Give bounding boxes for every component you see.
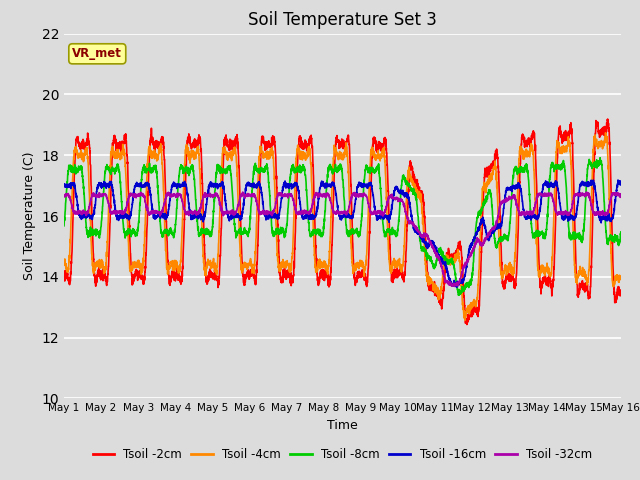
Tsoil -16cm: [453, 285, 461, 290]
Tsoil -16cm: [95, 180, 103, 186]
Tsoil -8cm: [596, 155, 604, 161]
Tsoil -8cm: [445, 261, 452, 266]
Tsoil -32cm: [239, 189, 246, 195]
Tsoil -8cm: [617, 229, 625, 235]
Tsoil -8cm: [454, 292, 462, 298]
Tsoil -2cm: [127, 264, 135, 270]
Tsoil -32cm: [60, 194, 68, 200]
Tsoil -16cm: [60, 182, 68, 188]
Tsoil -4cm: [233, 173, 241, 179]
Title: Soil Temperature Set 3: Soil Temperature Set 3: [248, 11, 437, 29]
Tsoil -32cm: [126, 191, 134, 196]
Tsoil -8cm: [126, 229, 134, 235]
Text: VR_met: VR_met: [72, 48, 122, 60]
Tsoil -32cm: [451, 283, 458, 289]
Tsoil -2cm: [490, 161, 498, 167]
Tsoil -2cm: [60, 269, 68, 275]
Line: Tsoil -2cm: Tsoil -2cm: [64, 119, 621, 324]
Tsoil -32cm: [127, 193, 135, 199]
Tsoil -16cm: [614, 177, 622, 183]
Tsoil -16cm: [233, 213, 241, 219]
Tsoil -8cm: [127, 228, 135, 234]
Tsoil -8cm: [233, 232, 241, 238]
Tsoil -4cm: [445, 255, 452, 261]
X-axis label: Time: Time: [327, 419, 358, 432]
Line: Tsoil -16cm: Tsoil -16cm: [64, 180, 621, 288]
Tsoil -4cm: [60, 262, 68, 267]
Line: Tsoil -4cm: Tsoil -4cm: [64, 133, 621, 320]
Tsoil -4cm: [602, 130, 609, 136]
Line: Tsoil -8cm: Tsoil -8cm: [64, 158, 621, 295]
Tsoil -2cm: [95, 271, 103, 277]
Tsoil -16cm: [490, 227, 498, 232]
Tsoil -4cm: [617, 274, 625, 279]
Tsoil -2cm: [617, 291, 625, 297]
Tsoil -2cm: [126, 246, 134, 252]
Tsoil -4cm: [490, 164, 498, 170]
Tsoil -2cm: [233, 132, 241, 137]
Tsoil -16cm: [127, 209, 135, 215]
Tsoil -32cm: [445, 280, 452, 286]
Tsoil -16cm: [445, 276, 452, 281]
Tsoil -4cm: [461, 317, 469, 323]
Tsoil -32cm: [617, 192, 625, 197]
Line: Tsoil -32cm: Tsoil -32cm: [64, 192, 621, 286]
Tsoil -16cm: [126, 214, 134, 219]
Tsoil -4cm: [95, 259, 103, 265]
Tsoil -32cm: [233, 206, 241, 212]
Tsoil -8cm: [95, 235, 103, 240]
Tsoil -4cm: [127, 264, 135, 269]
Tsoil -16cm: [617, 181, 625, 187]
Y-axis label: Soil Temperature (C): Soil Temperature (C): [23, 152, 36, 280]
Tsoil -2cm: [445, 250, 452, 256]
Tsoil -32cm: [490, 225, 498, 231]
Tsoil -8cm: [60, 223, 68, 228]
Tsoil -2cm: [604, 116, 611, 122]
Tsoil -32cm: [95, 190, 103, 196]
Tsoil -4cm: [126, 267, 134, 273]
Legend: Tsoil -2cm, Tsoil -4cm, Tsoil -8cm, Tsoil -16cm, Tsoil -32cm: Tsoil -2cm, Tsoil -4cm, Tsoil -8cm, Tsoi…: [88, 443, 597, 466]
Tsoil -8cm: [490, 232, 498, 238]
Tsoil -2cm: [463, 322, 471, 327]
